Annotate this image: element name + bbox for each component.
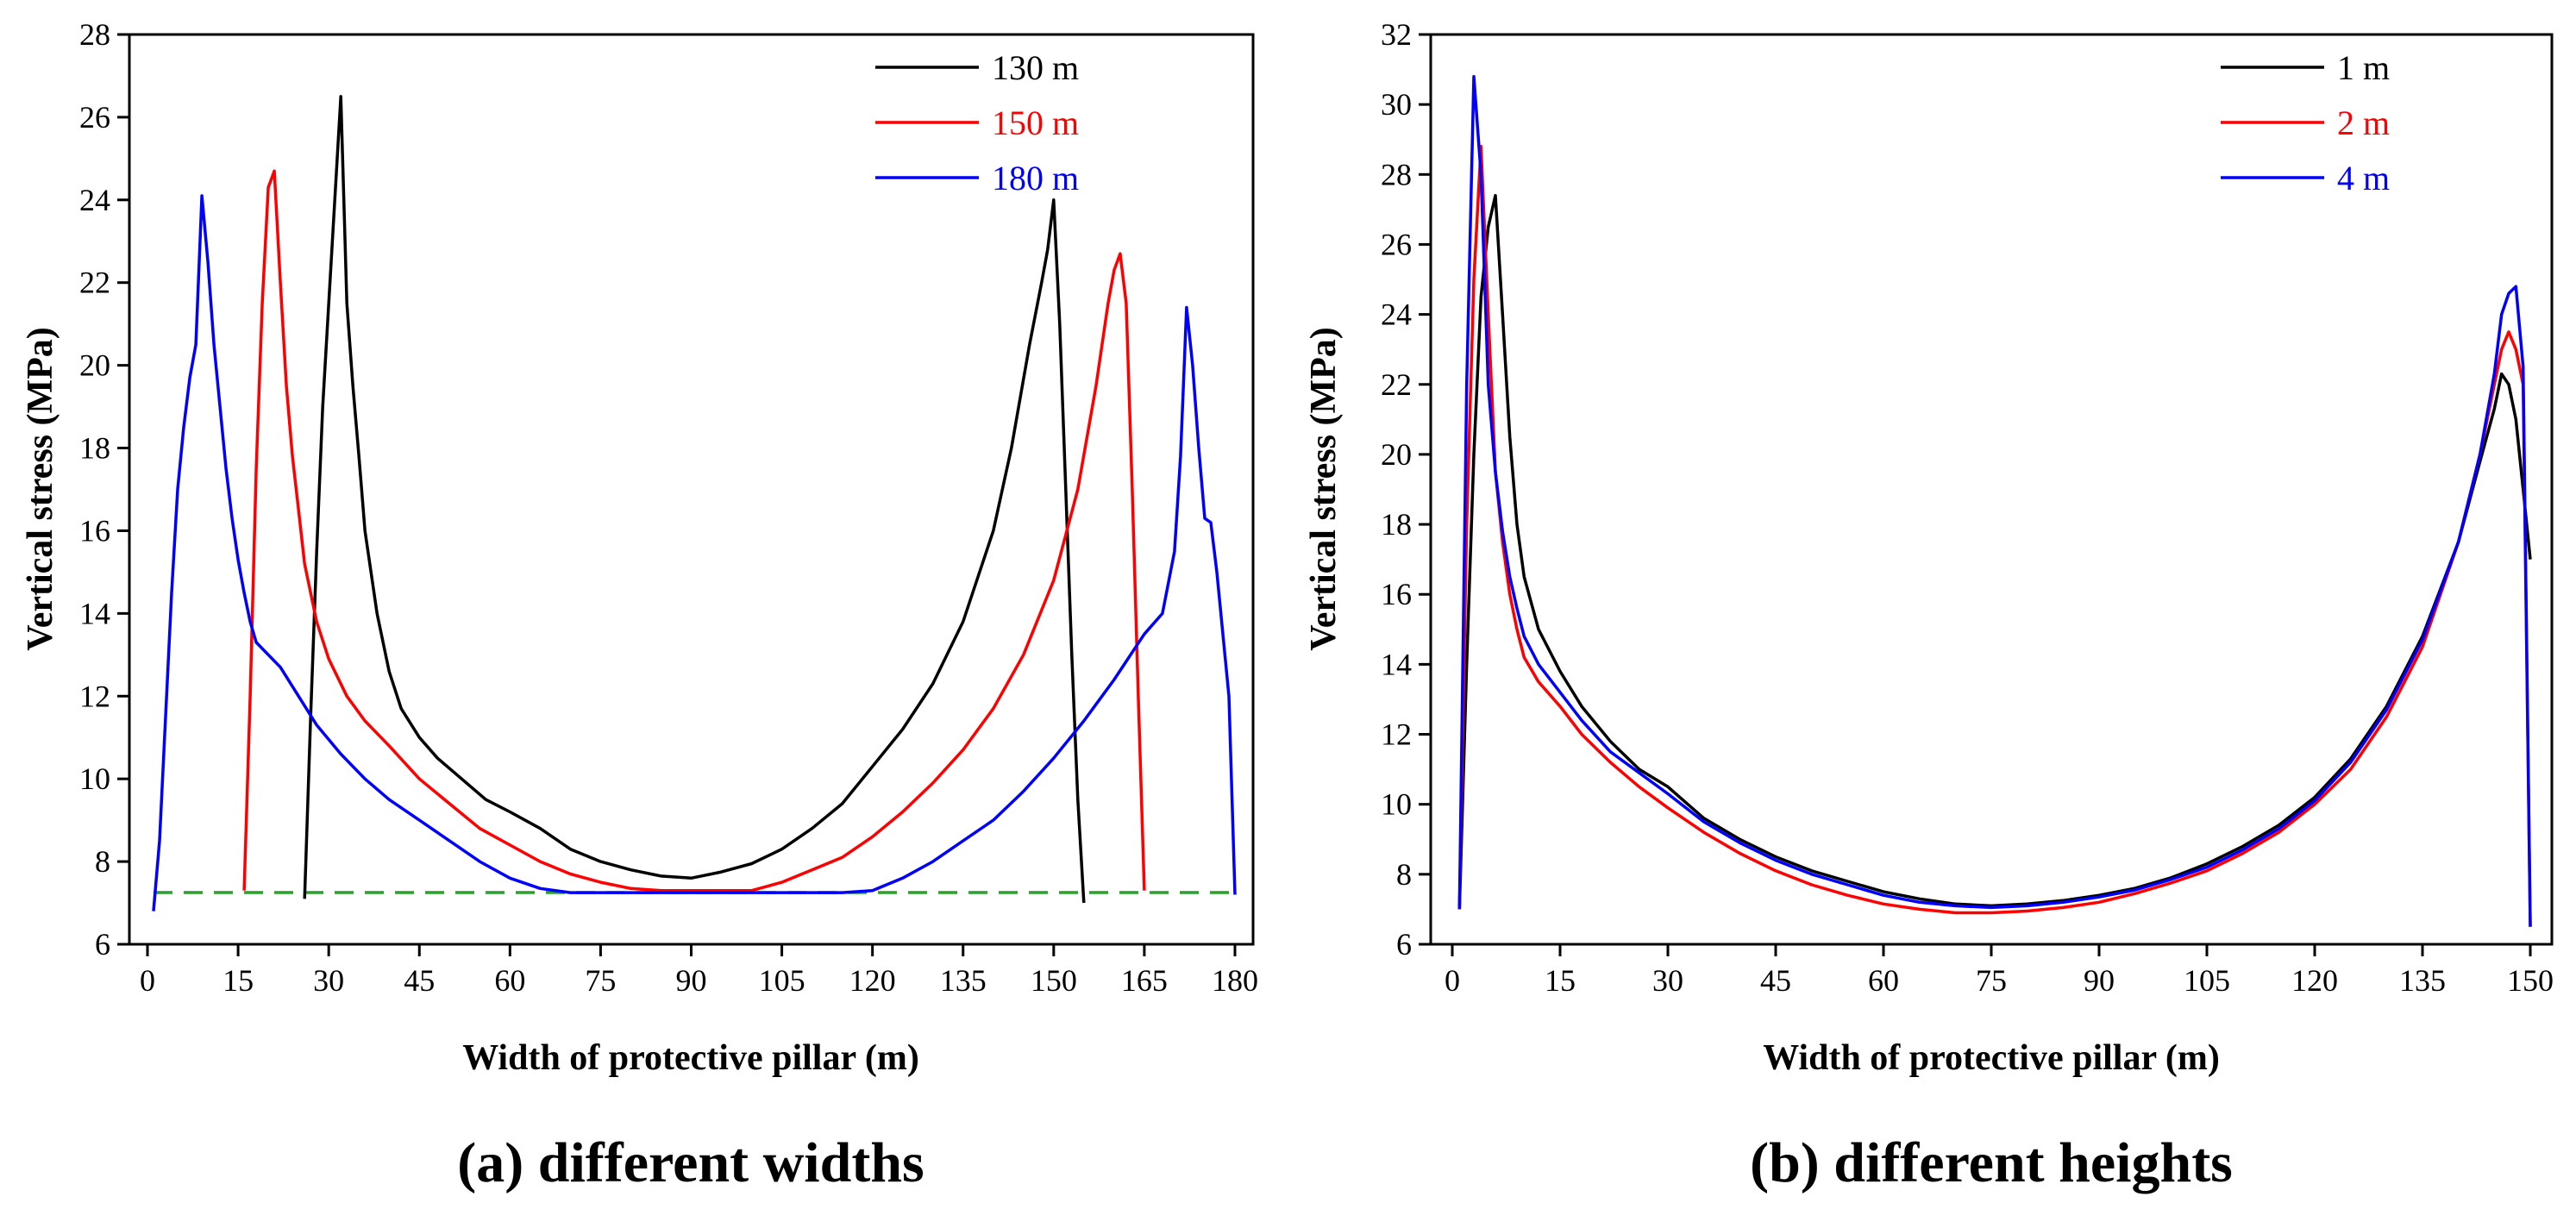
x-tick-label: 105 — [2184, 963, 2230, 998]
y-tick-label: 12 — [79, 679, 110, 713]
legend-entry: 130 m — [875, 48, 1079, 87]
x-tick-label: 45 — [1760, 963, 1791, 998]
y-tick-label: 12 — [1381, 717, 1412, 752]
y-tick-label: 22 — [79, 266, 110, 300]
x-tick-label: 90 — [2084, 963, 2115, 998]
series-lines — [1457, 74, 2532, 927]
y-tick-label: 20 — [1381, 437, 1412, 472]
y-tick-label: 8 — [95, 844, 110, 879]
x-tick-label: 75 — [1976, 963, 2007, 998]
legend-label: 130 m — [992, 48, 1079, 87]
y-tick-label: 20 — [79, 348, 110, 383]
legend: 1 m 2 m 4 m — [2221, 48, 2390, 197]
x-tick-label: 150 — [2507, 963, 2554, 998]
legend-entry: 4 m — [2221, 159, 2390, 197]
x-tick-label: 0 — [140, 963, 155, 998]
series-line-150m — [242, 169, 1146, 893]
y-tick-label: 16 — [79, 513, 110, 548]
y-tick-label: 14 — [1381, 647, 1412, 681]
x-tick-label: 105 — [759, 963, 805, 998]
legend-entry: 2 m — [2221, 103, 2390, 142]
x-axis-title: Width of protective pillar (m) — [462, 1038, 919, 1078]
y-tick-label: 30 — [1381, 87, 1412, 122]
legend-label: 150 m — [992, 103, 1079, 142]
y-tick-label: 24 — [1381, 298, 1412, 332]
y-tick-label: 32 — [1381, 17, 1412, 52]
y-tick-label: 16 — [1381, 577, 1412, 611]
y-tick-label: 10 — [1381, 787, 1412, 822]
x-tick-label: 30 — [1652, 963, 1683, 998]
series-line-130m — [303, 95, 1086, 904]
y-tick-label: 24 — [79, 183, 110, 217]
series-line-4m — [1457, 74, 2532, 927]
y-tick-label: 14 — [79, 596, 110, 630]
y-tick-label: 22 — [1381, 367, 1412, 402]
series-line-1m — [1457, 193, 2532, 910]
y-axis-title: Vertical stress (MPa) — [1304, 327, 1344, 651]
panel-caption: (b) different heights — [1750, 1131, 2233, 1194]
x-tick-label: 30 — [313, 963, 344, 998]
y-tick-label: 26 — [1381, 227, 1412, 261]
legend-entry: 150 m — [875, 103, 1079, 142]
x-tick-label: 15 — [1545, 963, 1576, 998]
axis-ticks: 0 15 30 45 60 75 90 105 120 135 150 6 8 10 12 14 16 18 20 2… — [1381, 17, 2554, 998]
chart-panel-a: Vertical stress (MPa) Width of protectiv… — [21, 17, 1258, 1194]
x-tick-label: 150 — [1031, 963, 1077, 998]
x-tick-label: 15 — [223, 963, 254, 998]
legend: 130 m 150 m 180 m — [875, 48, 1079, 197]
legend-label: 1 m — [2337, 48, 2390, 87]
x-tick-label: 180 — [1212, 963, 1258, 998]
y-axis-title: Vertical stress (MPa) — [21, 327, 60, 651]
legend-label: 4 m — [2337, 159, 2390, 197]
series-lines — [152, 95, 1237, 911]
x-tick-label: 60 — [494, 963, 525, 998]
y-tick-label: 6 — [95, 927, 110, 962]
y-tick-label: 18 — [1381, 507, 1412, 542]
series-line-180m — [152, 194, 1237, 911]
chart-panel-b: Vertical stress (MPa) Width of protectiv… — [1304, 17, 2554, 1194]
x-tick-label: 45 — [404, 963, 435, 998]
x-tick-label: 120 — [849, 963, 896, 998]
legend-entry: 1 m — [2221, 48, 2390, 87]
series-line-2m — [1457, 145, 2532, 927]
y-tick-label: 28 — [1381, 157, 1412, 191]
x-tick-label: 75 — [585, 963, 616, 998]
y-tick-label: 10 — [79, 761, 110, 796]
plot-frame — [128, 33, 1255, 946]
y-tick-label: 18 — [79, 431, 110, 466]
x-tick-label: 0 — [1445, 963, 1460, 998]
y-tick-label: 6 — [1396, 927, 1412, 962]
panel-caption: (a) different widths — [457, 1131, 924, 1194]
axis-ticks: 0 15 30 45 60 75 90 105 120 135 150 165 180 6 8 10 12 14 1… — [79, 17, 1258, 998]
x-tick-label: 165 — [1121, 963, 1168, 998]
x-axis-title: Width of protective pillar (m) — [1763, 1038, 2220, 1078]
y-tick-label: 28 — [79, 17, 110, 52]
x-tick-label: 90 — [676, 963, 707, 998]
legend-label: 2 m — [2337, 103, 2390, 142]
x-tick-label: 120 — [2291, 963, 2338, 998]
x-tick-label: 135 — [940, 963, 987, 998]
x-tick-label: 60 — [1868, 963, 1899, 998]
x-tick-label: 135 — [2399, 963, 2446, 998]
legend-entry: 180 m — [875, 159, 1079, 197]
legend-label: 180 m — [992, 159, 1079, 197]
y-tick-label: 26 — [79, 100, 110, 135]
y-tick-label: 8 — [1396, 857, 1412, 892]
